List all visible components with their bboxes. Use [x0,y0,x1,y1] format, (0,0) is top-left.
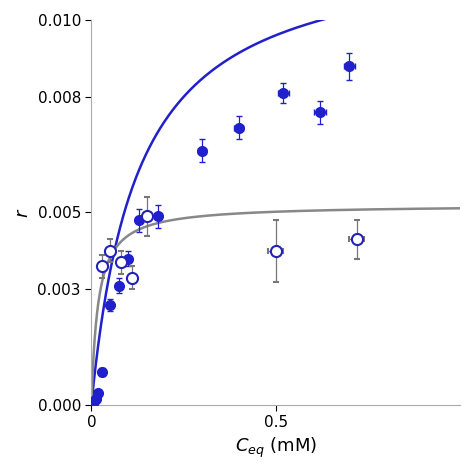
X-axis label: $C_{eq}$ (mM): $C_{eq}$ (mM) [235,436,317,460]
Y-axis label: $r$: $r$ [14,207,32,218]
